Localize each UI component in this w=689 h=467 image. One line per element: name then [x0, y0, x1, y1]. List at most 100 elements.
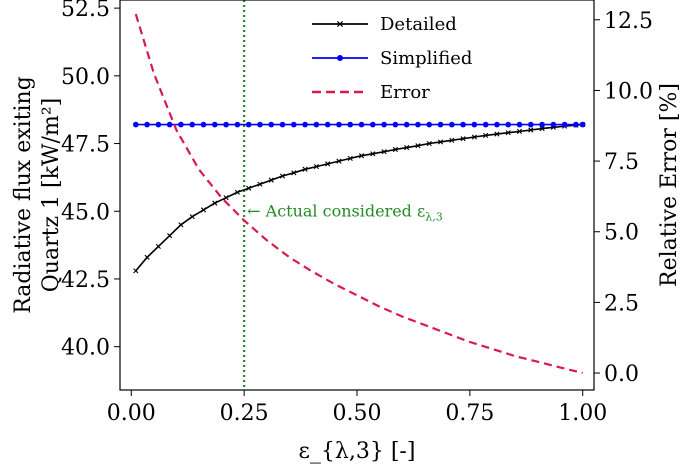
point-simplified [302, 121, 308, 128]
point-detailed [325, 161, 331, 167]
point-detailed [381, 149, 387, 155]
y-right-axis-label: Relative Error [%] [657, 83, 682, 287]
x-tick-label: 0.00 [107, 401, 156, 426]
point-detailed [505, 130, 511, 136]
y-left-tick-label: 40.0 [61, 336, 110, 361]
legend-marker-detailed [336, 20, 344, 28]
point-detailed [234, 189, 240, 195]
point-detailed [460, 136, 466, 142]
axis-labels: ε_{λ,3} [-] Radiative flux exiting Quartz … [11, 76, 682, 464]
point-simplified [234, 121, 241, 128]
point-simplified [494, 121, 500, 128]
point-simplified [189, 121, 196, 128]
point-simplified [471, 121, 478, 128]
point-simplified [460, 121, 466, 128]
point-detailed [528, 127, 534, 133]
point-simplified [257, 121, 263, 128]
point-detailed [155, 243, 161, 250]
x-tick-label: 0.25 [220, 401, 269, 426]
point-simplified [579, 121, 586, 128]
point-detailed [178, 222, 184, 228]
point-simplified [133, 121, 139, 128]
point-detailed [212, 200, 218, 206]
point-detailed [279, 173, 286, 179]
point-detailed [370, 151, 376, 157]
point-simplified [573, 121, 579, 128]
series-line-error [134, 13, 583, 375]
point-simplified [279, 121, 286, 128]
y-left-tick-label: 45.0 [61, 200, 110, 225]
point-detailed [494, 131, 500, 137]
point-detailed [516, 128, 523, 134]
point-simplified [336, 121, 342, 128]
y-right-tick-label: 12.5 [604, 9, 653, 34]
point-detailed [415, 143, 421, 149]
point-detailed [291, 170, 297, 176]
point-detailed [392, 146, 398, 153]
point-detailed [449, 137, 455, 143]
point-detailed [189, 214, 195, 220]
point-simplified [245, 121, 252, 128]
point-simplified [291, 121, 297, 128]
point-simplified [449, 121, 455, 128]
point-simplified [561, 121, 568, 128]
point-simplified [415, 121, 421, 128]
point-detailed [302, 166, 308, 172]
point-simplified [212, 121, 218, 128]
point-detailed [347, 155, 353, 162]
y-left-tick-label: 47.5 [61, 133, 110, 158]
y-right-tick-label: 7.5 [604, 150, 639, 175]
point-simplified [426, 121, 433, 128]
point-detailed [358, 153, 365, 159]
point-detailed [167, 233, 173, 239]
point-simplified [358, 121, 365, 128]
x-tick-label: 0.75 [445, 401, 494, 426]
y-right-tick-label: 2.5 [604, 291, 639, 316]
point-simplified [482, 121, 489, 128]
point-simplified [324, 121, 331, 128]
y-right-tick-label: 10.0 [604, 79, 653, 104]
y-left-axis-label-line1: Radiative flux exiting [11, 76, 36, 314]
point-simplified [223, 121, 229, 128]
point-simplified [200, 121, 207, 128]
annotation-subscript: λ,3 [425, 210, 442, 223]
point-simplified [166, 121, 173, 128]
point-simplified [370, 121, 376, 128]
point-detailed [404, 145, 410, 151]
y-right-tick-label: 0.0 [604, 362, 639, 387]
point-detailed [483, 132, 489, 139]
x-tick-label: 0.50 [333, 401, 382, 426]
point-detailed [471, 134, 477, 140]
point-detailed [539, 126, 545, 132]
point-simplified [528, 121, 534, 128]
point-simplified [178, 121, 184, 128]
y-left-tick-label: 42.5 [61, 268, 110, 293]
point-simplified [313, 121, 320, 128]
y-left-tick-label: 52.5 [61, 0, 110, 22]
y-right-tick-label: 5.0 [604, 221, 639, 246]
point-simplified [392, 121, 399, 128]
point-simplified [268, 121, 275, 128]
x-tick-label: 1.00 [558, 401, 607, 426]
legend-label-detailed: Detailed [380, 14, 457, 35]
point-detailed [426, 140, 432, 147]
y-left-tick-label: 50.0 [61, 65, 110, 90]
point-detailed [133, 268, 139, 274]
point-detailed [257, 181, 263, 187]
point-simplified [155, 121, 162, 128]
point-simplified [516, 121, 523, 128]
point-detailed [223, 195, 229, 201]
plot-clip-group [133, 0, 586, 390]
point-detailed [313, 163, 319, 170]
point-detailed [268, 177, 274, 183]
point-simplified [144, 121, 150, 128]
legend: Detailed Simplified Error [312, 14, 472, 103]
legend-marker-simplified [337, 55, 343, 61]
point-simplified [437, 121, 444, 128]
series-line-detailed [135, 123, 583, 272]
point-detailed [144, 254, 150, 260]
point-detailed [437, 139, 444, 145]
point-simplified [505, 121, 512, 128]
point-detailed [246, 185, 252, 191]
